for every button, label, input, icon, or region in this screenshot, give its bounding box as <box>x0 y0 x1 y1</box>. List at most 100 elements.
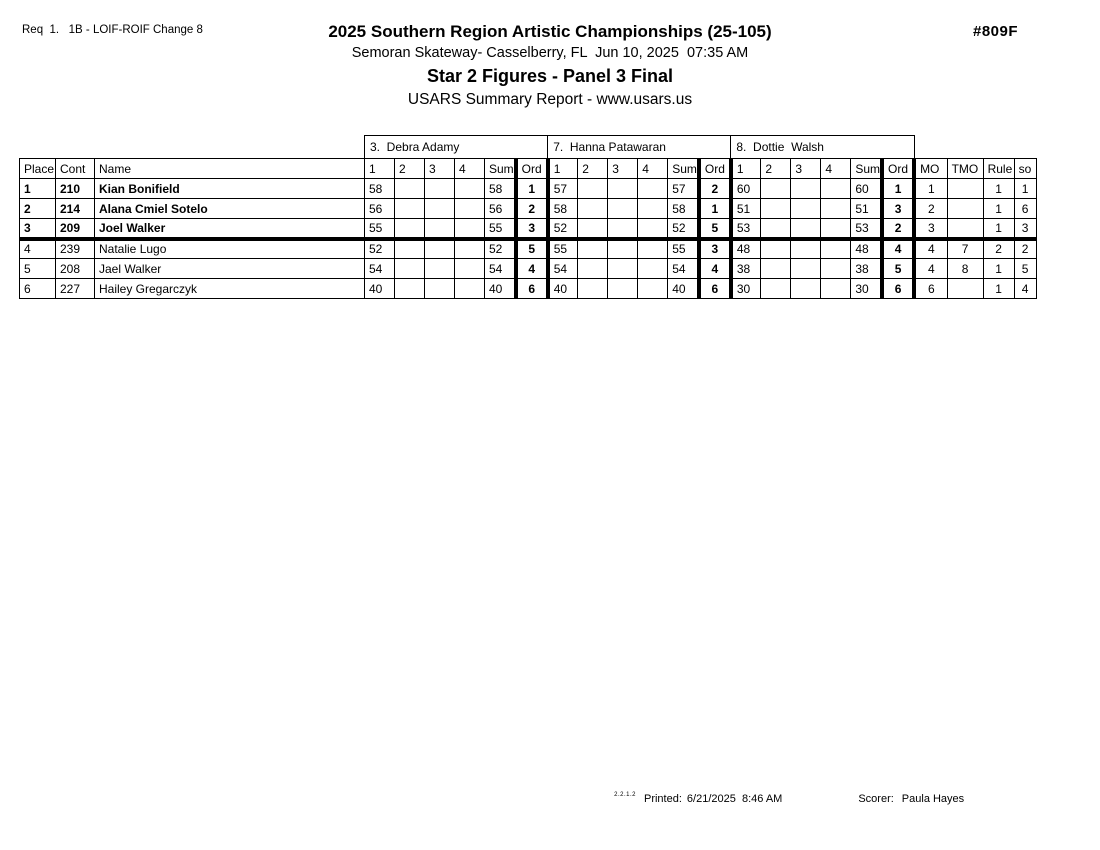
sum-cell-judge2: 55 <box>667 236 700 259</box>
sum-cell-judge3: 60 <box>850 178 883 199</box>
col-j2-4: 4 <box>637 158 669 179</box>
score-cell: 48 <box>730 236 762 259</box>
col-j1-ord: Ord <box>513 158 550 179</box>
place-cell: 6 <box>19 278 56 299</box>
score-cell <box>637 178 669 199</box>
score-cell <box>454 178 485 199</box>
sum-cell-judge1: 55 <box>483 218 517 239</box>
col-j3-2: 2 <box>760 158 792 179</box>
sum-cell-judge2: 52 <box>667 218 700 239</box>
tmo-cell <box>946 178 984 199</box>
col-j1-3: 3 <box>424 158 455 179</box>
place-cell: 3 <box>19 218 56 239</box>
ord-cell-judge3: 4 <box>880 236 917 259</box>
score-cell <box>577 218 609 239</box>
score-cell: 38 <box>730 258 762 279</box>
ord-cell-judge1: 5 <box>513 236 550 259</box>
col-j3-1: 1 <box>730 158 762 179</box>
rule-cell: 1 <box>982 218 1015 239</box>
score-cell <box>577 198 609 219</box>
score-cell <box>607 178 639 199</box>
score-cell <box>454 258 485 279</box>
so-cell: 3 <box>1013 218 1037 239</box>
score-cell <box>760 198 792 219</box>
ord-cell-judge3: 6 <box>880 278 917 299</box>
col-j1-sum: Sum <box>483 158 517 179</box>
results-table: 3. Debra Adamy 7. Hanna Patawaran 8. Dot… <box>19 135 1037 299</box>
score-cell: 51 <box>730 198 762 219</box>
score-cell: 55 <box>547 236 579 259</box>
sum-cell-judge2: 54 <box>667 258 700 279</box>
score-cell: 55 <box>364 218 395 239</box>
score-cell: 40 <box>364 278 395 299</box>
name-cell: Hailey Gregarczyk <box>94 278 365 299</box>
score-cell <box>607 278 639 299</box>
ord-cell-judge3: 1 <box>880 178 917 199</box>
results-body: 1 210 Kian Bonifield 58 58 1 57 57 2 60 60 1 1 1 1 2 214… <box>19 178 1037 299</box>
rule-cell: 2 <box>982 236 1015 259</box>
ord-cell-judge1: 6 <box>513 278 550 299</box>
tmo-cell <box>946 278 984 299</box>
score-cell <box>820 178 852 199</box>
score-cell <box>607 218 639 239</box>
score-cell <box>760 236 792 259</box>
score-cell: 40 <box>547 278 579 299</box>
judge-header-2: 7. Hanna Patawaran <box>547 135 732 159</box>
ord-cell-judge2: 1 <box>696 198 733 219</box>
table-row: 4 239 Natalie Lugo 52 52 5 55 55 3 48 48 4 4 7 2 2 <box>19 236 1037 259</box>
score-cell <box>820 278 852 299</box>
col-j1-2: 2 <box>394 158 425 179</box>
score-cell <box>820 198 852 219</box>
ord-cell-judge3: 2 <box>880 218 917 239</box>
place-cell: 4 <box>19 236 56 259</box>
sum-cell-judge2: 40 <box>667 278 700 299</box>
cont-cell: 209 <box>55 218 95 239</box>
col-so: so <box>1013 158 1037 179</box>
score-cell: 58 <box>364 178 395 199</box>
name-cell: Jael Walker <box>94 258 365 279</box>
sum-cell-judge3: 51 <box>850 198 883 219</box>
judge-header-3: 8. Dottie Walsh <box>730 135 915 159</box>
score-cell <box>394 258 425 279</box>
score-cell <box>424 178 455 199</box>
col-j3-sum: Sum <box>850 158 883 179</box>
score-cell <box>394 218 425 239</box>
table-row: 6 227 Hailey Gregarczyk 40 40 6 40 40 6 30 30 6 6 1 4 <box>19 278 1037 299</box>
score-cell: 54 <box>547 258 579 279</box>
score-cell <box>577 178 609 199</box>
ord-cell-judge2: 3 <box>696 236 733 259</box>
score-cell <box>820 236 852 259</box>
score-cell <box>637 198 669 219</box>
score-cell <box>637 218 669 239</box>
score-cell <box>577 258 609 279</box>
col-j3-ord: Ord <box>880 158 917 179</box>
sum-cell-judge1: 40 <box>483 278 517 299</box>
mo-cell: 2 <box>913 198 948 219</box>
score-cell <box>394 278 425 299</box>
col-tmo: TMO <box>946 158 984 179</box>
score-cell <box>637 258 669 279</box>
table-row: 1 210 Kian Bonifield 58 58 1 57 57 2 60 60 1 1 1 1 <box>19 178 1037 199</box>
score-cell <box>820 258 852 279</box>
name-cell: Kian Bonifield <box>94 178 365 199</box>
so-cell: 6 <box>1013 198 1037 219</box>
score-cell <box>454 278 485 299</box>
score-cell <box>424 278 455 299</box>
ord-cell-judge2: 4 <box>696 258 733 279</box>
cont-cell: 239 <box>55 236 95 259</box>
results-table-wrap: 3. Debra Adamy 7. Hanna Patawaran 8. Dot… <box>19 135 1037 299</box>
score-cell <box>394 178 425 199</box>
event-title: Star 2 Figures - Panel 3 Final <box>426 66 674 86</box>
scorer-label: Scorer: <box>858 793 894 805</box>
col-j1-4: 4 <box>454 158 485 179</box>
mo-cell: 4 <box>913 258 948 279</box>
col-place: Place <box>19 158 56 179</box>
so-cell: 5 <box>1013 258 1037 279</box>
sum-cell-judge2: 58 <box>667 198 700 219</box>
scorer-value: Paula Hayes <box>901 793 965 805</box>
ord-cell-judge1: 3 <box>513 218 550 239</box>
ord-cell-judge1: 2 <box>513 198 550 219</box>
sum-cell-judge1: 52 <box>483 236 517 259</box>
cont-cell: 210 <box>55 178 95 199</box>
